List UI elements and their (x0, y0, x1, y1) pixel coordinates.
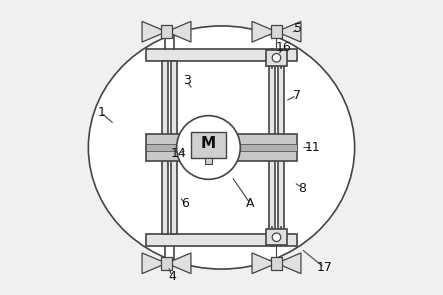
Text: 6: 6 (181, 197, 189, 210)
Text: 14: 14 (170, 147, 186, 160)
Circle shape (272, 53, 281, 62)
Text: M: M (201, 136, 216, 151)
Polygon shape (276, 253, 301, 274)
Polygon shape (142, 253, 167, 274)
Bar (161, 25, 172, 38)
Circle shape (177, 116, 240, 179)
Text: 8: 8 (299, 181, 307, 194)
Bar (266, 229, 287, 245)
Bar (271, 257, 282, 270)
Text: 17: 17 (316, 261, 332, 274)
Polygon shape (167, 21, 191, 42)
Circle shape (272, 233, 281, 242)
Polygon shape (252, 253, 276, 274)
Bar (161, 257, 172, 270)
Polygon shape (142, 21, 167, 42)
Bar (205, 158, 212, 164)
Bar (269, 61, 275, 234)
Bar (146, 49, 297, 61)
Text: 11: 11 (305, 141, 321, 154)
Ellipse shape (88, 26, 355, 269)
Bar (271, 25, 282, 38)
Bar (146, 135, 297, 160)
Text: 3: 3 (183, 74, 190, 87)
Text: 16: 16 (276, 41, 291, 54)
Bar (162, 61, 168, 234)
Polygon shape (252, 21, 276, 42)
Bar (171, 61, 177, 234)
Bar (266, 50, 287, 66)
Text: 1: 1 (97, 106, 105, 119)
Text: 5: 5 (294, 22, 302, 35)
Bar (278, 61, 284, 234)
Text: 4: 4 (168, 270, 176, 283)
Polygon shape (167, 253, 191, 274)
Bar (191, 132, 226, 158)
Polygon shape (276, 21, 301, 42)
Bar (146, 144, 297, 151)
Text: A: A (246, 197, 255, 210)
Text: 7: 7 (293, 89, 301, 102)
Bar (146, 234, 297, 246)
